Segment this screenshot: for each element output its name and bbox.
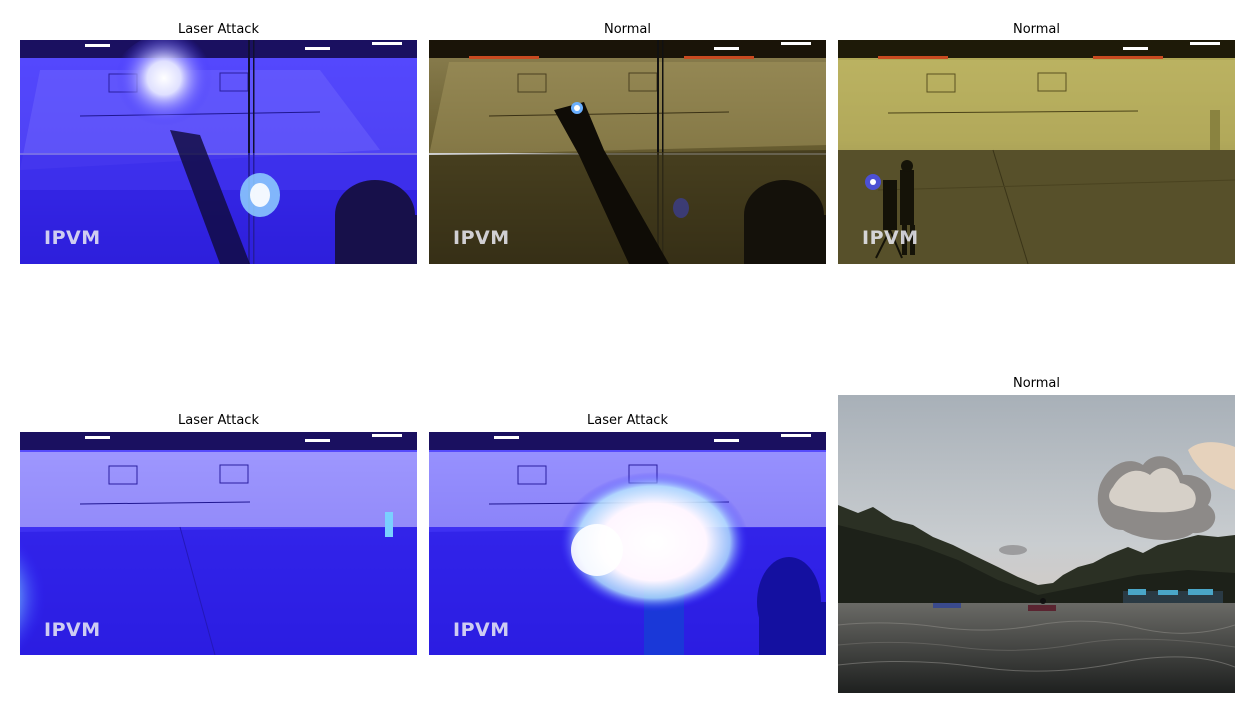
panel-title: Normal — [1012, 376, 1061, 391]
panel-laser-attack-3: Laser Attack — [429, 413, 826, 655]
panel-normal-3: Normal — [838, 376, 1235, 693]
panel-normal-1: Normal — [429, 22, 826, 264]
ipvm-watermark: IPVM — [44, 619, 101, 641]
panel-title: Normal — [603, 22, 652, 37]
panel-laser-attack-2: Laser Attack — [20, 413, 417, 655]
panel-laser-attack-1: Laser Attack — [20, 22, 417, 264]
ipvm-watermark: IPVM — [453, 619, 510, 641]
panel-title: Laser Attack — [587, 413, 668, 428]
lake-photo-image — [838, 395, 1235, 693]
panel-normal-2: Normal — [838, 22, 1235, 264]
panel-title: Normal — [1012, 22, 1061, 37]
ipvm-watermark: IPVM — [862, 227, 919, 249]
camera-frame-image: IPVM — [838, 40, 1235, 264]
camera-frame-image: IPVM — [429, 432, 826, 655]
camera-frame-image: IPVM — [20, 40, 417, 264]
panel-title: Laser Attack — [178, 413, 259, 428]
camera-frame-image: IPVM — [429, 40, 826, 264]
camera-frame-image: IPVM — [20, 432, 417, 655]
ipvm-watermark: IPVM — [44, 227, 101, 249]
ipvm-watermark: IPVM — [453, 227, 510, 249]
panel-title: Laser Attack — [178, 22, 259, 37]
